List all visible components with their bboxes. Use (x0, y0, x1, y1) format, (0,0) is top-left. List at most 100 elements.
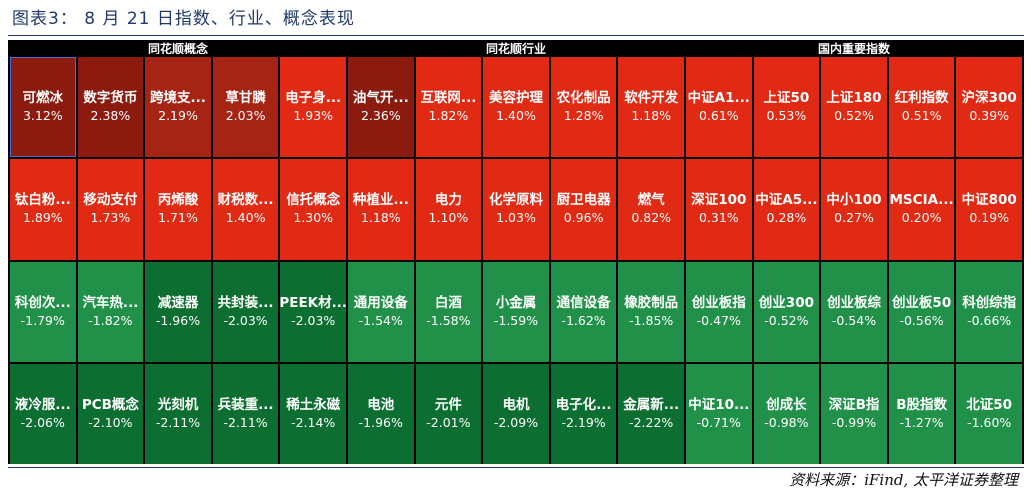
cell-value: 1.40% (225, 210, 266, 226)
cell-name: B股指数 (896, 396, 947, 413)
cell-name: 沪深300 (961, 90, 1017, 107)
heatmap-cell: PCB概念 -2.10% (77, 363, 144, 464)
cell-name: 电子身... (285, 90, 342, 107)
cell-name: 草甘膦 (225, 90, 266, 107)
cell-value: -1.62% (561, 312, 606, 328)
cell-value: 1.18% (631, 108, 672, 124)
cell-name: 中证A1... (687, 90, 750, 107)
cell-value: -1.58% (426, 312, 471, 328)
cell-name: 深证B指 (828, 396, 880, 413)
heatmap-cell: 科创次... -1.79% (10, 261, 76, 362)
heatmap-cell: 信托概念 1.30% (280, 159, 346, 260)
cell-value: 2.38% (90, 108, 131, 124)
heatmap-cell: 燃气 0.82% (618, 159, 684, 260)
heatmap-cell: 汽车热... -1.82% (77, 261, 144, 362)
cell-name: 燃气 (637, 192, 665, 209)
heatmap: 同花顺概念 同花顺行业 国内重要指数 可燃冰 3.12% 数字货币 2.38% 跨境支... 2… (8, 40, 1024, 464)
cell-name: 稀土永磁 (286, 396, 341, 413)
cell-value: 0.39% (969, 108, 1010, 124)
cell-value: 0.51% (901, 108, 942, 124)
cell-name: 北证50 (966, 396, 1013, 413)
heatmap-cell: 中证10... -0.71% (686, 363, 752, 464)
cell-name: 科创次... (14, 294, 71, 311)
cell-value: -0.99% (831, 414, 877, 430)
cell-name: 上证180 (826, 90, 882, 107)
cell-value: -0.52% (764, 312, 809, 328)
cell-name: 中小100 (826, 192, 882, 209)
cell-value: -1.27% (899, 414, 944, 430)
cell-name: 元件 (434, 396, 462, 413)
heatmap-cell: 电机 -2.09% (483, 363, 549, 464)
cell-value: -0.71% (696, 414, 741, 430)
heatmap-cell: 通信设备 -1.62% (550, 261, 617, 362)
cell-value: -2.10% (88, 414, 133, 430)
cell-name: 小金属 (495, 294, 537, 311)
cell-value: 1.40% (496, 108, 536, 124)
cell-value: 3.12% (22, 108, 63, 124)
cell-value: 2.19% (158, 108, 198, 124)
heatmap-cell: 通用设备 -1.54% (348, 261, 414, 362)
cell-name: 信托概念 (286, 192, 341, 209)
source-note: 资料来源：iFind, 太平洋证券整理 (789, 471, 1018, 489)
cell-value: -2.01% (426, 414, 471, 430)
cell-value: -2.03% (291, 312, 336, 328)
cell-value: -1.79% (20, 312, 65, 328)
heatmap-cell: 橡胶制品 -1.85% (618, 261, 684, 362)
heatmap-cell: 油气开... 2.36% (348, 57, 414, 158)
heatmap-cell: 北证50 -1.60% (956, 363, 1022, 464)
cell-value: -2.09% (493, 414, 539, 430)
cell-value: 0.96% (563, 210, 604, 226)
heatmap-cell: 共封装... -2.03% (212, 261, 279, 362)
heatmap-cell: 可燃冰 3.12% (10, 57, 76, 158)
cell-name: 通用设备 (353, 294, 408, 311)
heatmap-cell: 小金属 -1.59% (483, 261, 549, 362)
cell-value: -0.47% (696, 312, 741, 328)
cell-name: 电池 (367, 396, 395, 413)
cell-value: 2.03% (225, 108, 266, 124)
cell-name: 深证100 (691, 192, 747, 209)
chart-title: 图表3： 8 月 21 日指数、行业、概念表现 (12, 9, 355, 29)
cell-name: 财税数... (217, 192, 274, 209)
cell-value: 1.93% (293, 108, 334, 124)
cell-value: -1.85% (629, 312, 674, 328)
cell-value: -2.06% (20, 414, 65, 430)
cell-value: -2.11% (223, 414, 268, 430)
cell-name: 共封装... (217, 294, 274, 311)
cell-value: 0.52% (834, 108, 874, 124)
cell-value: -0.56% (899, 312, 944, 328)
heatmap-cell: 钛白粉... 1.89% (10, 159, 76, 260)
heatmap-cell: 沪深300 0.39% (956, 57, 1022, 158)
group-header-0: 同花顺概念 (147, 42, 208, 54)
heatmap-cell: 丙烯酸 1.71% (145, 159, 211, 260)
cell-name: PEEK材... (280, 294, 346, 311)
cell-name: 电机 (502, 396, 530, 413)
cell-name: 科创综指 (962, 294, 1017, 311)
cell-name: 可燃冰 (22, 90, 64, 107)
cell-value: 1.10% (428, 210, 469, 226)
cell-name: 化学原料 (488, 192, 543, 209)
bottom-divider (8, 467, 1024, 468)
heatmap-cell: 中证A1... 0.61% (686, 57, 752, 158)
heatmap-cell: 金属新... -2.22% (618, 363, 684, 464)
heatmap-cell: 电子身... 1.93% (280, 57, 346, 158)
cell-name: 创业板指 (691, 294, 746, 311)
cell-name: PCB概念 (81, 396, 139, 413)
heatmap-cell: 数字货币 2.38% (77, 57, 144, 158)
cell-name: 互联网... (420, 90, 477, 107)
heatmap-cell: 白酒 -1.58% (415, 261, 482, 362)
cell-name: 软件开发 (624, 90, 679, 107)
cell-name: 通信设备 (556, 294, 611, 311)
cell-name: 创成长 (766, 396, 807, 413)
cell-value: -1.60% (967, 414, 1012, 430)
heatmap-cell: 化学原料 1.03% (483, 159, 549, 260)
heatmap-cell: 上证50 0.53% (753, 57, 820, 158)
cell-name: 油气开... (352, 90, 409, 107)
cell-value: 1.82% (428, 108, 469, 124)
heatmap-cell: 移动支付 1.73% (77, 159, 144, 260)
cell-name: MSCIA... (889, 192, 954, 209)
cell-name: 创业300 (758, 294, 814, 311)
heatmap-cell: 互联网... 1.82% (415, 57, 482, 158)
group-header-2: 国内重要指数 (817, 42, 890, 54)
cell-name: 中证A5... (755, 192, 818, 209)
cell-value: 2.36% (360, 108, 401, 124)
